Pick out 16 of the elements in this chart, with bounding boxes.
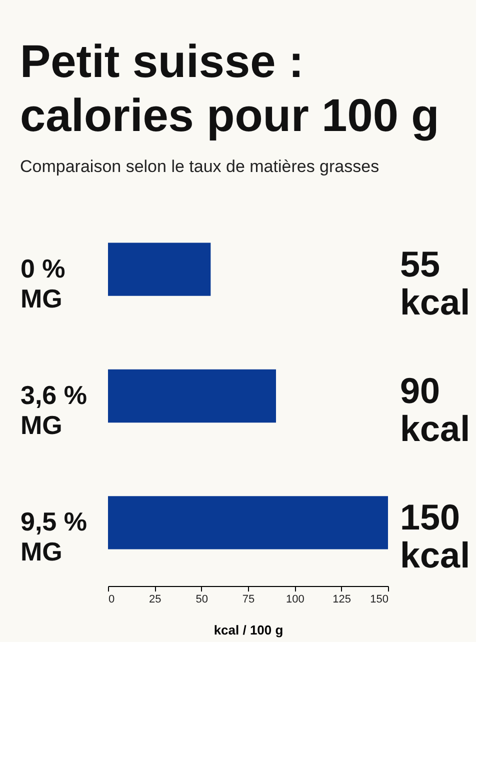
x-tick-label: 100 [286,594,304,606]
y-tick-label: 9,5 % MG [20,506,87,567]
x-tick-label: 25 [149,594,162,606]
x-tick-label: 125 [332,594,352,606]
data-label: 55 kcal [400,243,470,322]
data-label: 150 kcal [400,496,470,576]
x-tick-label: 150 [370,594,388,606]
chart-subtitle: Comparaison selon le taux de matières grasses [20,157,380,176]
x-tick-label: 50 [196,594,208,606]
y-tick-label: 0 % MG [20,253,66,314]
x-tick-label: 0 [108,594,115,606]
data-label: 90 kcal [400,370,470,449]
y-tick-label: 3,6 % MG [20,380,87,440]
x-tick-label: 75 [242,594,255,606]
x-axis-title: kcal / 100 g [214,622,284,638]
chart-title: Petit suisse : calories pour 100 g [20,35,440,141]
